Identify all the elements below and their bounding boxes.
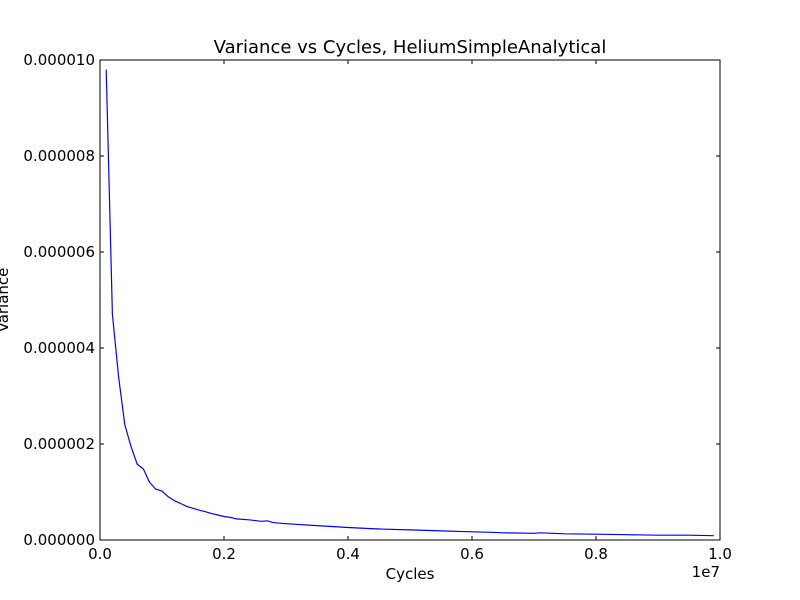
x-axis: 0.0 0.2 0.4 0.6 0.8 1.0 — [88, 60, 732, 563]
x-tick-label: 0.0 — [88, 545, 112, 563]
y-tick-label: 0.000004 — [23, 339, 95, 357]
x-tick-label: 0.6 — [460, 545, 484, 563]
y-axis: 0.000000 0.000002 0.000004 0.000006 0.000008… — [23, 51, 720, 549]
variance-series-line — [105, 69, 714, 537]
chart-title: Variance vs Cycles, HeliumSimpleAnalytic… — [214, 37, 607, 58]
plot-area — [99, 59, 721, 541]
x-tick-label: 0.4 — [336, 545, 360, 563]
y-axis-label: Variance — [0, 268, 12, 333]
x-tick-label: 0.2 — [212, 545, 236, 563]
y-tick-label: 0.000002 — [23, 435, 95, 453]
x-axis-label: Cycles — [386, 565, 435, 583]
x-axis-offset-label: 1e7 — [692, 563, 720, 581]
x-tick-label: 0.8 — [584, 545, 608, 563]
y-tick-label: 0.000000 — [23, 531, 95, 549]
y-tick-label: 0.000006 — [23, 243, 95, 261]
y-tick-label: 0.000008 — [23, 147, 95, 165]
x-tick-label: 1.0 — [708, 545, 732, 563]
y-tick-label: 0.000010 — [23, 51, 95, 69]
